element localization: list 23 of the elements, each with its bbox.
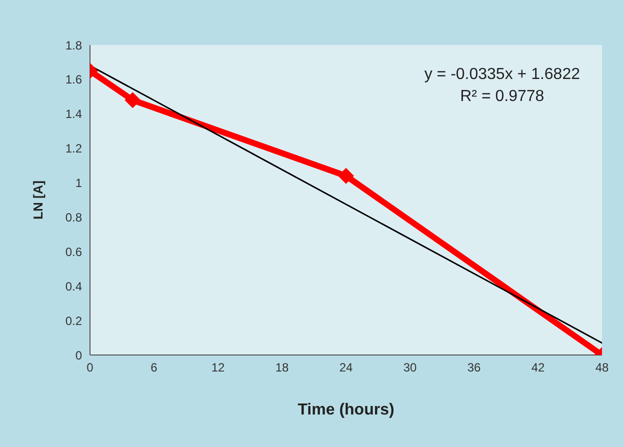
x-tick-label: 0	[86, 360, 94, 375]
x-tick-label: 6	[150, 360, 158, 375]
y-tick-label: 1	[75, 176, 82, 190]
y-tick-label: 0	[75, 348, 82, 362]
x-tick-label: 48	[595, 360, 609, 375]
y-tick-label: 1.2	[65, 142, 82, 156]
x-tick-label: 36	[467, 360, 481, 375]
y-tick-label: 0.6	[65, 244, 82, 259]
y-tick-label: 1.4	[65, 107, 82, 122]
y-tick-label: 1.8	[65, 38, 82, 52]
x-tick-label: 18	[275, 360, 289, 375]
x-tick-label: 12	[211, 360, 225, 375]
annotation: y = -0.0335x + 1.6822	[424, 65, 580, 85]
y-tick-label: 0.8	[65, 210, 82, 224]
y-tick-label: 0.4	[65, 279, 82, 294]
y-axis-title: LN [A]	[30, 180, 46, 220]
x-tick-label: 30	[403, 360, 417, 375]
annotation: R² = 0.9778	[459, 87, 546, 107]
x-tick-label: 24	[339, 360, 353, 375]
y-tick-label: 0.2	[65, 314, 82, 328]
x-axis-title: Time (hours)	[298, 401, 394, 418]
y-tick-label: 1.6	[65, 72, 82, 87]
x-tick-label: 42	[531, 360, 545, 375]
